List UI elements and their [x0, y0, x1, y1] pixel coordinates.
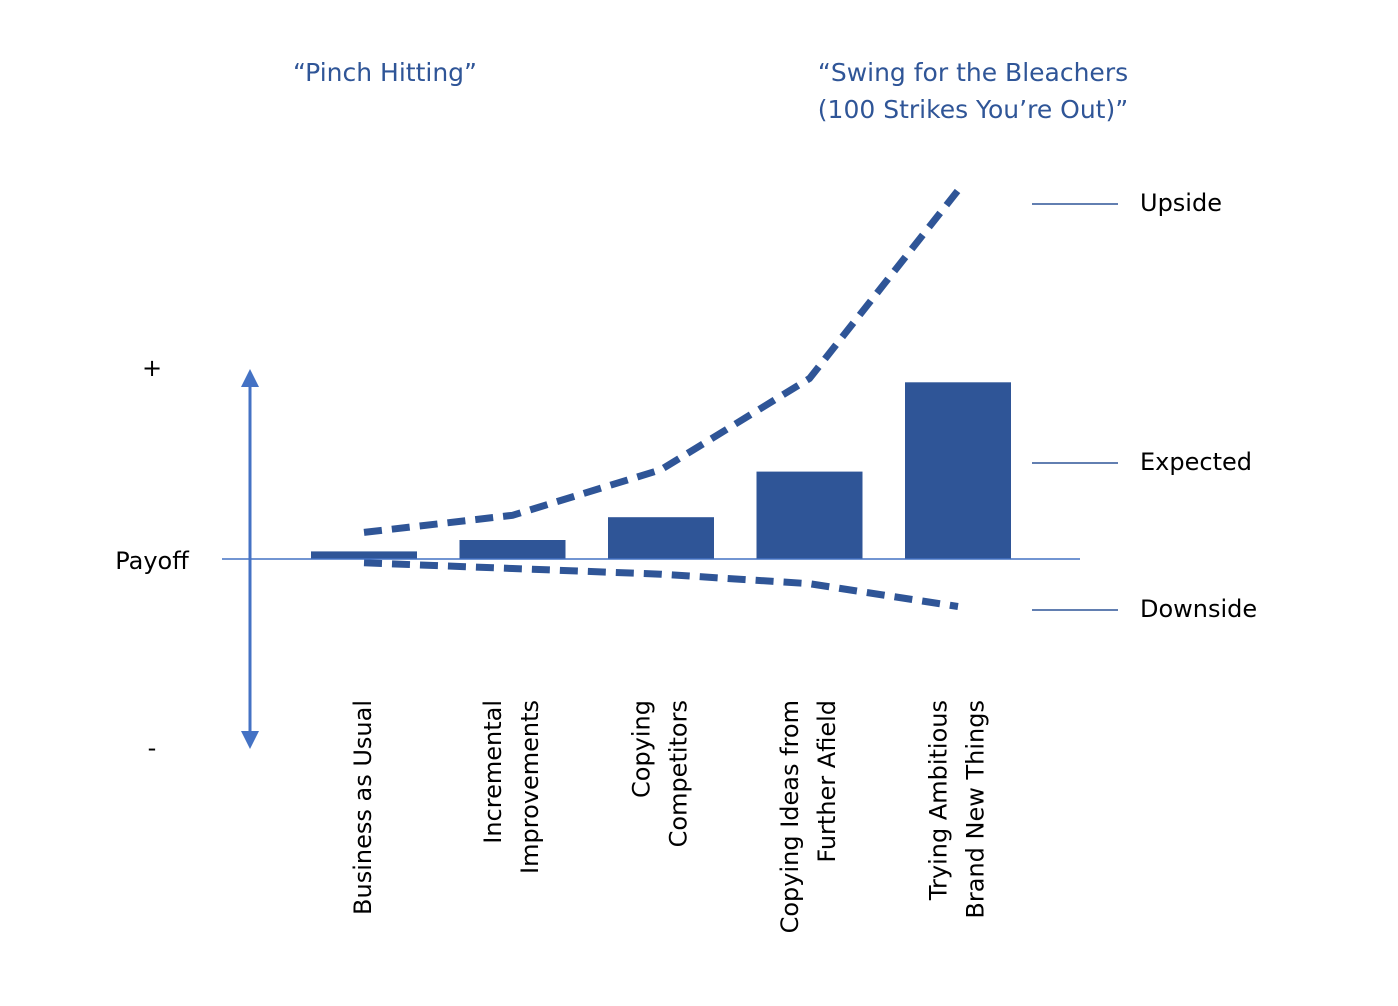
y-tick-label: + — [142, 354, 162, 382]
annotation: (100 Strikes You’re Out)” — [818, 95, 1128, 124]
y-axis-label: Payoff — [115, 547, 189, 575]
x-tick-label: Further Afield — [813, 700, 841, 863]
x-tick-label: Copying Ideas from — [776, 700, 804, 933]
bar — [311, 551, 417, 559]
arrow-head — [241, 731, 259, 749]
bar — [905, 382, 1011, 559]
bar — [459, 540, 566, 559]
legend-label: Upside — [1140, 189, 1222, 217]
x-tick-label: Competitors — [665, 700, 693, 847]
x-tick-label: Brand New Things — [962, 700, 990, 919]
arrow-head — [241, 369, 259, 387]
bar — [608, 517, 714, 559]
x-tick-label: Incremental — [479, 700, 507, 844]
x-tick-label: Improvements — [516, 700, 544, 874]
series-line — [363, 188, 961, 536]
legend-label: Expected — [1140, 448, 1252, 476]
y-tick-label: - — [148, 734, 157, 762]
bar — [756, 471, 863, 559]
x-tick-label: Trying Ambitious — [925, 700, 953, 901]
x-tick-label: Copying — [628, 700, 656, 798]
legend-label: Downside — [1140, 595, 1257, 623]
annotation: “Swing for the Bleachers — [818, 58, 1128, 87]
series-line — [363, 559, 959, 610]
annotation: “Pinch Hitting” — [293, 58, 477, 87]
x-tick-label: Business as Usual — [349, 700, 377, 915]
